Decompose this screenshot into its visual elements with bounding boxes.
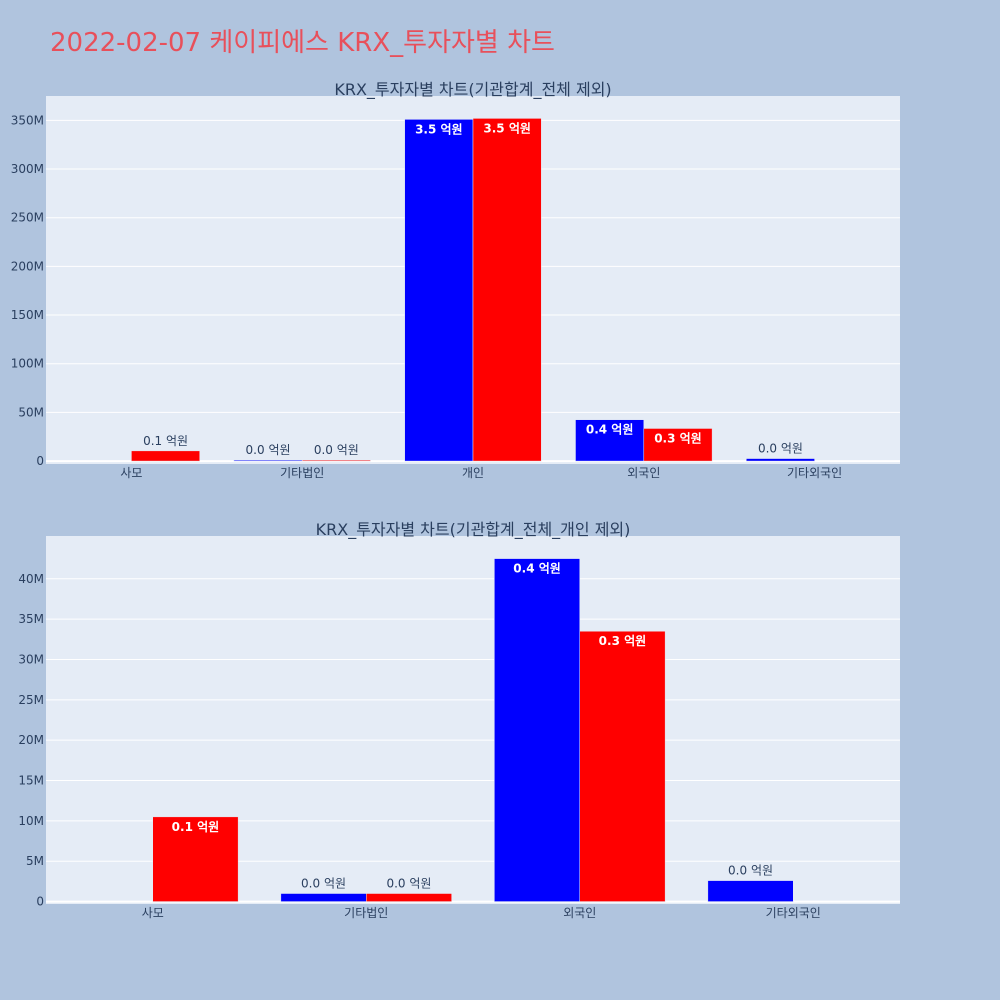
y-tick-label: 100M [11, 357, 44, 371]
y-tick-label: 0 [36, 454, 44, 468]
y-tick-label: 0 [36, 895, 44, 909]
chart-bottom: 0 5M 10M 15M 20M 25M 30M 35M 40M KRX_투자자별 차트(기관합계… [18, 520, 900, 920]
y-tick-label: 25M [18, 693, 44, 707]
bar [366, 893, 452, 902]
y-tick-label: 5M [26, 854, 44, 868]
chart-title: KRX_투자자별 차트(기관합계_전체 제외) [334, 80, 611, 100]
y-tick-label: 250M [11, 211, 44, 225]
data-label: 0.0 억원 [758, 442, 803, 456]
x-tick-label: 기타외국인 [766, 906, 821, 920]
x-tick-label: 사모 [142, 906, 164, 920]
data-label: 0.3 억원 [599, 634, 647, 648]
y-tick-label: 40M [18, 572, 44, 586]
y-tick-label: 200M [11, 259, 44, 273]
data-label: 0.0 억원 [728, 864, 773, 878]
y-tick-label: 20M [18, 733, 44, 747]
bar [152, 816, 239, 902]
x-tick-label: 기타법인 [280, 466, 324, 480]
bar [131, 450, 200, 462]
y-tick-label: 300M [11, 162, 44, 176]
x-tick-label: 사모 [120, 466, 142, 480]
bar [579, 630, 666, 902]
chart-title: KRX_투자자별 차트(기관합계_전체_개인 제외) [316, 520, 631, 540]
y-tick-label: 35M [18, 612, 44, 626]
data-label: 0.4 억원 [586, 423, 634, 437]
bar [746, 458, 815, 462]
y-tick-label: 30M [18, 652, 44, 666]
bar [301, 459, 371, 462]
x-tick-label: 기타법인 [344, 906, 388, 920]
data-label: 0.1 억원 [143, 434, 188, 448]
y-tick-label: 150M [11, 308, 44, 322]
bar [280, 893, 367, 902]
y-tick-label: 15M [18, 774, 44, 788]
y-tick-label: 10M [18, 814, 44, 828]
bar [494, 558, 581, 902]
data-label: 0.4 억원 [513, 562, 561, 576]
data-label: 3.5 억원 [415, 122, 463, 136]
page-title: 2022-02-07 케이피에스 KRX_투자자별 차트 [50, 28, 555, 58]
data-label: 0.0 억원 [314, 443, 359, 457]
x-tick-label: 기타외국인 [787, 466, 842, 480]
y-tick-label: 50M [18, 405, 44, 419]
bar [404, 119, 474, 462]
chart-top: 0 50M 100M 150M 200M 250M 300M 350M KRX_투자자별 차트(… [11, 80, 900, 480]
y-tick-label: 350M [11, 113, 44, 127]
x-tick-label: 개인 [462, 466, 484, 480]
bar [707, 880, 794, 902]
data-label: 0.3 억원 [654, 431, 702, 445]
data-label: 3.5 억원 [483, 121, 531, 135]
data-label: 0.0 억원 [301, 877, 346, 891]
data-label: 0.0 억원 [246, 443, 291, 457]
data-label: 0.1 억원 [172, 820, 220, 834]
bar [472, 118, 542, 462]
bar [233, 459, 303, 462]
data-label: 0.0 억원 [386, 877, 431, 891]
x-tick-label: 외국인 [627, 466, 660, 480]
x-tick-label: 외국인 [563, 906, 596, 920]
bar [643, 428, 713, 462]
